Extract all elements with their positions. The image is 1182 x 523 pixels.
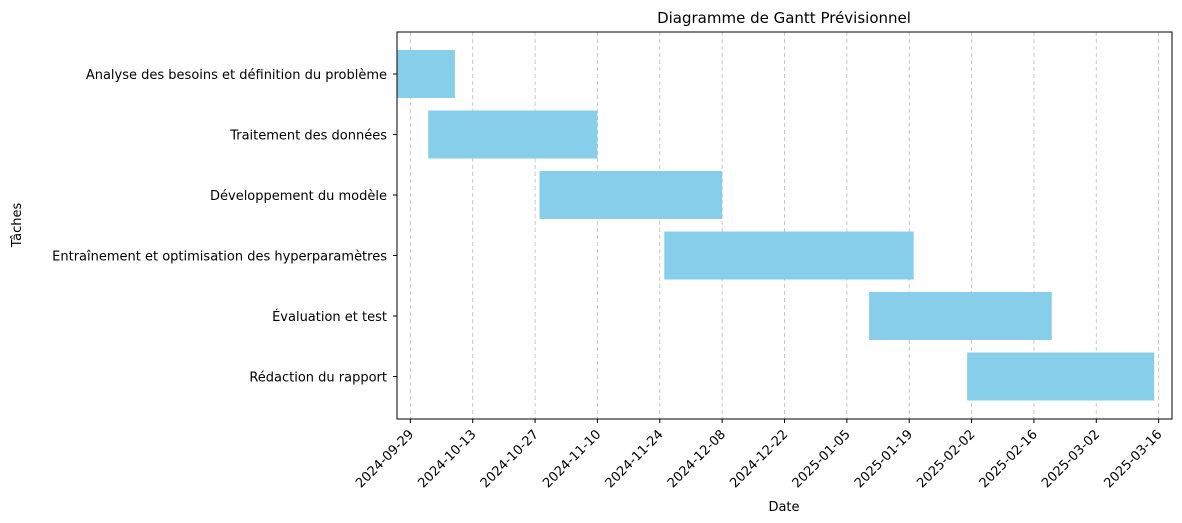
- task-label: Analyse des besoins et définition du pro…: [86, 68, 387, 83]
- x-tick-label: 2024-11-10: [540, 427, 604, 491]
- x-tick-label: 2024-10-27: [478, 427, 542, 491]
- x-tick-label: 2024-10-13: [416, 427, 480, 491]
- x-tick-label: 2025-03-16: [1101, 427, 1165, 491]
- x-axis-label: Date: [768, 500, 799, 515]
- task-label: Rédaction du rapport: [249, 371, 387, 386]
- grid-lines: [409, 32, 1160, 419]
- task-label: Traitement des données: [229, 129, 387, 144]
- task-label: Évaluation et test: [272, 309, 387, 325]
- task-label: Entraînement et optimisation des hyperpa…: [52, 250, 387, 265]
- x-tick-label: 2025-03-02: [1039, 427, 1103, 491]
- task-bar: [869, 292, 1052, 340]
- chart-title: Diagramme de Gantt Prévisionnel: [657, 9, 911, 27]
- x-tick-label: 2024-12-22: [727, 427, 791, 491]
- x-axis-ticks: 2024-09-292024-10-132024-10-272024-11-10…: [353, 419, 1165, 491]
- x-tick-label: 2025-02-02: [914, 427, 978, 491]
- x-tick-label: 2025-01-05: [790, 427, 854, 491]
- x-tick-label: 2025-02-16: [977, 427, 1041, 491]
- task-bars: [397, 50, 1155, 401]
- task-label: Développement du modèle: [210, 189, 387, 204]
- task-bar: [428, 110, 598, 159]
- x-tick-label: 2024-12-08: [665, 427, 729, 491]
- task-bar: [967, 352, 1155, 401]
- x-tick-label: 2024-09-29: [353, 427, 417, 491]
- x-tick-label: 2025-01-19: [852, 427, 916, 491]
- task-bar: [664, 231, 914, 280]
- x-tick-label: 2024-11-24: [603, 427, 667, 491]
- task-bar: [539, 171, 723, 219]
- task-bar: [397, 50, 455, 98]
- y-axis-label: Tâches: [10, 203, 25, 249]
- y-axis-ticks: Analyse des besoins et définition du pro…: [52, 68, 397, 386]
